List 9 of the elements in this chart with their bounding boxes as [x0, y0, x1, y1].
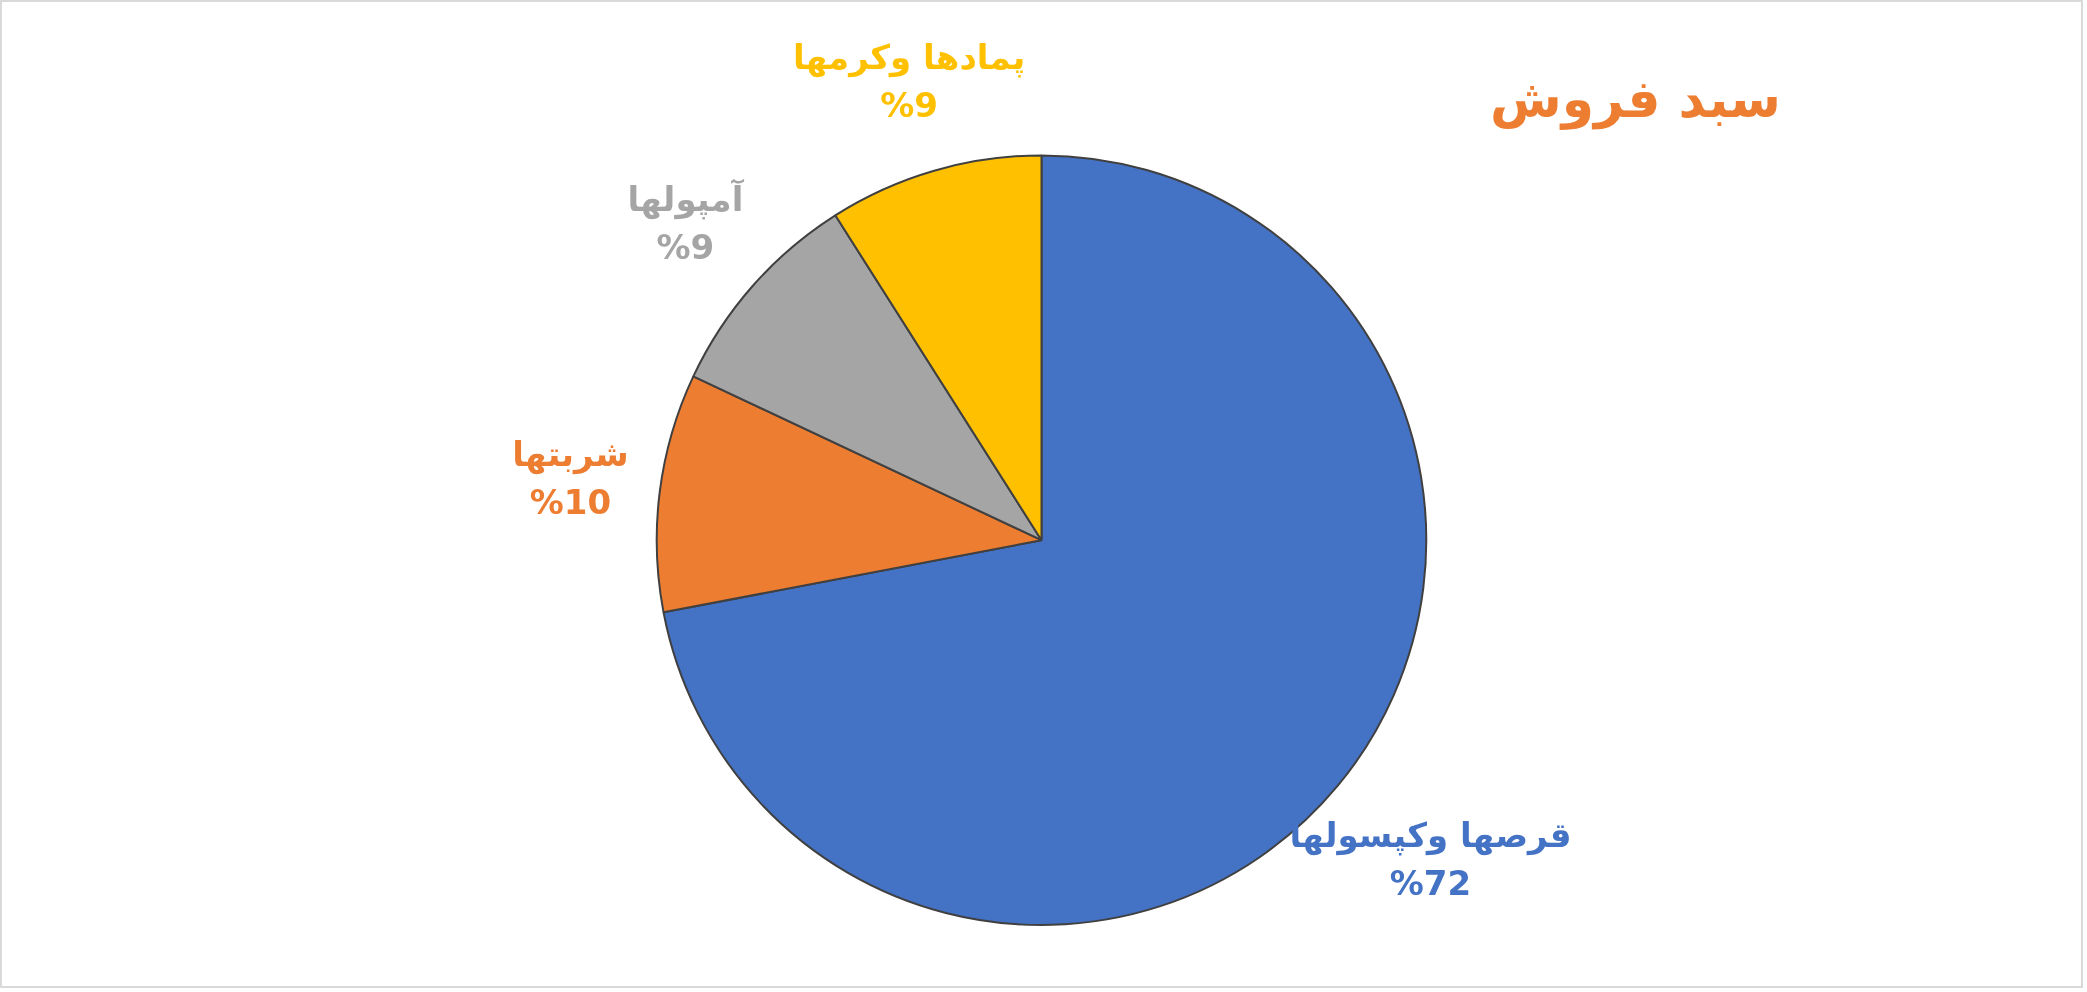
slice-label: پمادها وکرمها	[792, 37, 1026, 79]
data-label: %9	[880, 85, 938, 126]
slice-label: شربتها	[512, 433, 629, 475]
slice-label: قرصها وکپسولها	[1289, 814, 1572, 856]
slice-label: آمپولها	[627, 178, 745, 221]
text: سبد فروش	[1490, 68, 1781, 130]
data-label: %72	[1389, 862, 1472, 903]
data-label: %9	[656, 227, 715, 268]
data-label: %10	[529, 481, 612, 522]
